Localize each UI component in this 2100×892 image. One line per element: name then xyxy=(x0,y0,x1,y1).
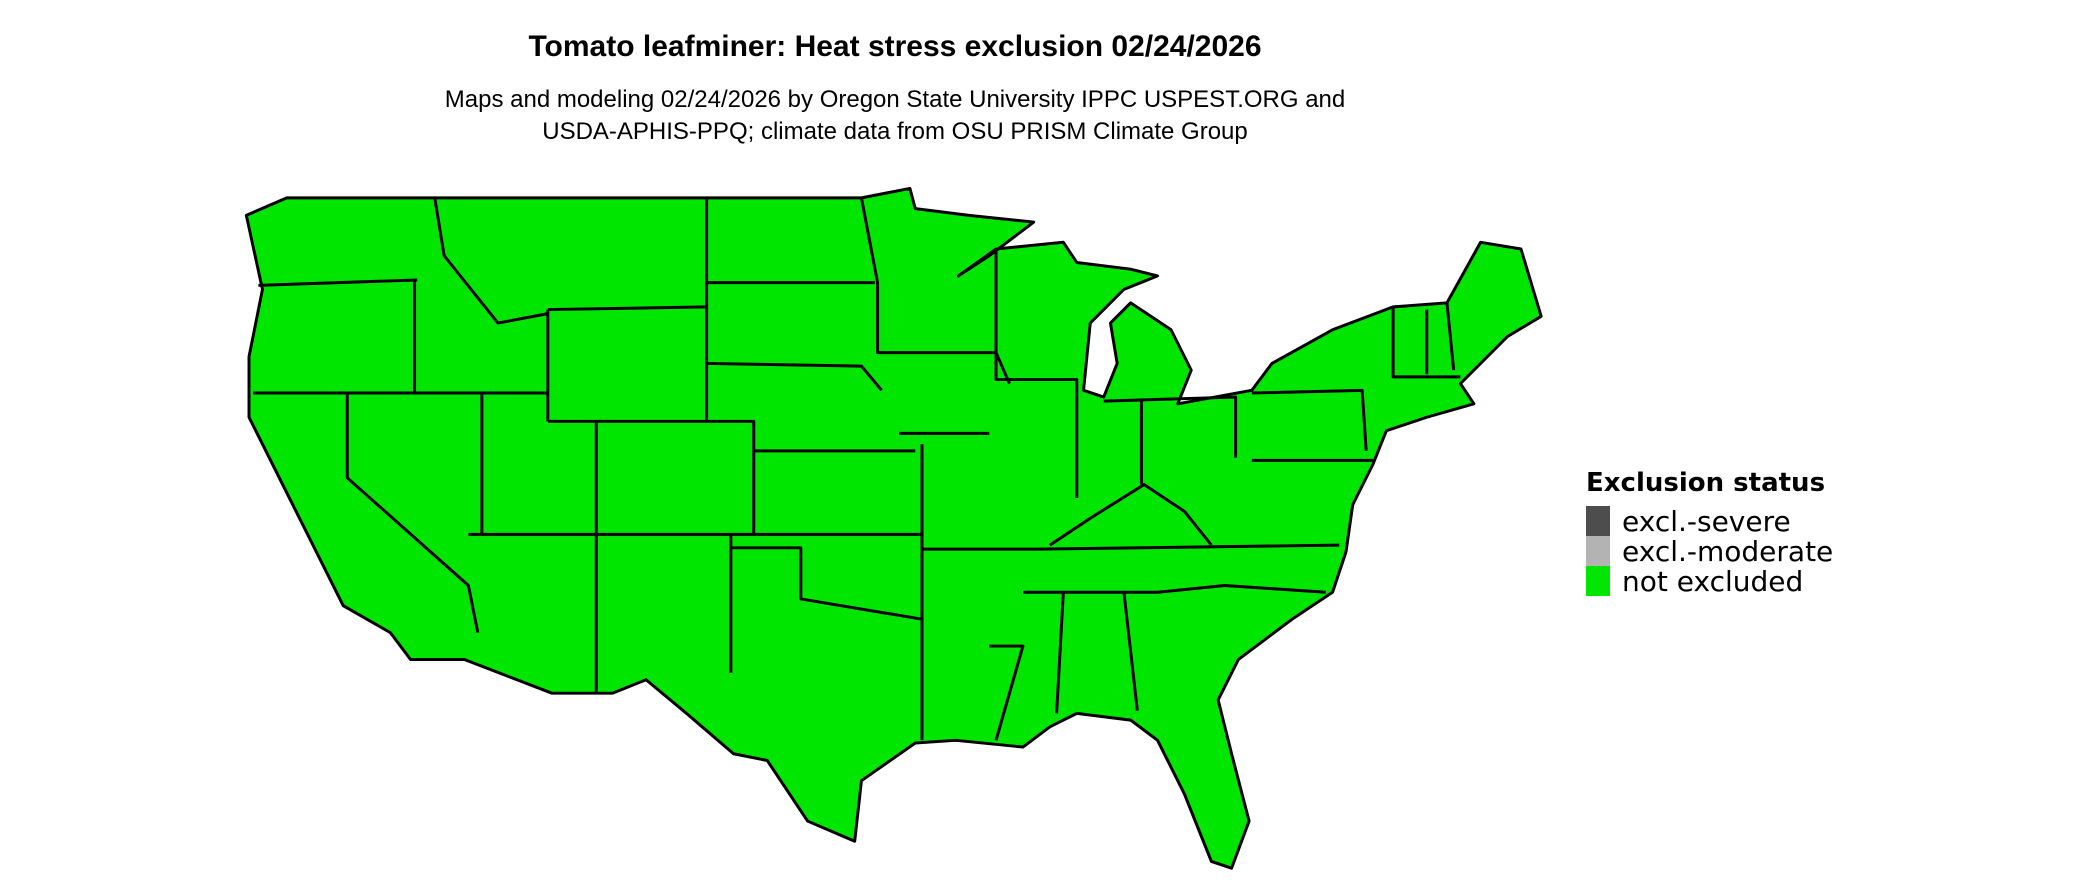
legend-label: excl.-moderate xyxy=(1622,534,1834,568)
legend-item-not-excluded: not excluded xyxy=(1586,564,1833,598)
map-subtitle-line-2: USDA-APHIS-PPQ; climate data from OSU PR… xyxy=(542,118,1248,145)
legend-swatch xyxy=(1586,506,1610,536)
legend-item-moderate: excl.-moderate xyxy=(1586,534,1834,568)
legend-title: Exclusion status xyxy=(1586,468,1826,498)
map-title: Tomato leafminer: Heat stress exclusion … xyxy=(528,30,1262,63)
legend-label: not excluded xyxy=(1622,564,1804,598)
legend: Exclusion status excl.-severe excl.-mode… xyxy=(1586,468,1834,598)
map-subtitle-line-1: Maps and modeling 02/24/2026 by Oregon S… xyxy=(444,86,1346,113)
state-borders xyxy=(253,197,1461,741)
us-outline xyxy=(244,186,1543,870)
legend-item-severe: excl.-severe xyxy=(1586,504,1833,538)
legend-swatch xyxy=(1586,566,1610,596)
legend-label: excl.-severe xyxy=(1622,504,1791,538)
legend-swatch xyxy=(1586,536,1610,566)
